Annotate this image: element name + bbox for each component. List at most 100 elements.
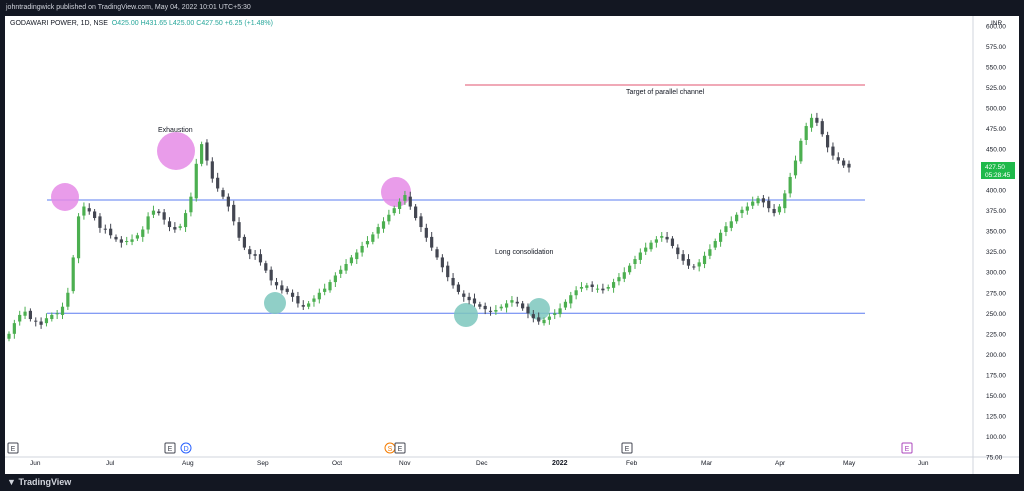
candle — [756, 195, 760, 206]
candle-body — [430, 236, 434, 248]
candle-body — [761, 198, 765, 203]
price-chart[interactable]: 600.00 575.00 550.00 525.00 500.00 475.00 450.… — [5, 16, 1019, 474]
candle — [114, 234, 118, 242]
candle-body — [499, 306, 503, 309]
y-tick-label: 150.00 — [986, 393, 1006, 400]
candle-body — [387, 214, 391, 222]
candle — [777, 204, 782, 215]
candle — [751, 196, 755, 209]
x-tick-label: Oct — [332, 460, 342, 467]
candle — [226, 193, 230, 212]
event-marker-box — [7, 442, 19, 454]
x-tick-label: Mar — [701, 460, 713, 467]
candle-body — [718, 232, 723, 242]
candle-body — [735, 214, 739, 222]
candle — [23, 306, 27, 320]
candle-body — [601, 288, 605, 291]
symbol-legend: GODAWARI POWER, 1D, NSE O425.00 H431.65 … — [10, 20, 273, 27]
candle — [183, 209, 188, 232]
candle — [745, 202, 749, 215]
candle-body — [676, 247, 680, 255]
candle — [333, 272, 337, 288]
candle — [488, 306, 493, 316]
candle — [119, 236, 123, 248]
candle — [237, 217, 241, 242]
candle-body — [253, 254, 257, 256]
candle-body — [740, 209, 744, 214]
candle — [574, 286, 578, 300]
chart-panel[interactable]: 600.00 575.00 550.00 525.00 500.00 475.00 450.… — [5, 16, 1019, 474]
candle-body — [205, 142, 209, 161]
candle-body — [697, 262, 701, 267]
candle — [307, 300, 311, 310]
candle — [167, 217, 172, 232]
candle — [638, 248, 642, 265]
candle-body — [296, 296, 300, 304]
candle — [376, 223, 380, 239]
candle-body — [488, 310, 493, 312]
candle-body — [397, 201, 402, 209]
x-tick-label: Feb — [626, 460, 638, 467]
candle — [831, 142, 835, 160]
candle-body — [558, 308, 562, 315]
candle — [531, 310, 535, 323]
event-marker: S — [384, 442, 396, 454]
event-marker: E — [621, 442, 633, 454]
tradingview-logo[interactable]: ▼ TradingView — [7, 474, 71, 491]
event-marker-box — [180, 442, 192, 454]
candle-body — [585, 285, 589, 288]
event-marker-letter: D — [184, 446, 189, 453]
candle — [718, 229, 723, 247]
event-marker: E — [394, 442, 406, 454]
candle-body — [777, 206, 782, 213]
x-tick-label: 2022 — [552, 460, 568, 467]
last-price-countdown: 05:28:45 — [985, 172, 1011, 179]
candle — [569, 291, 573, 309]
candle — [435, 246, 439, 260]
candle — [601, 283, 605, 294]
y-tick-label: 200.00 — [986, 352, 1006, 359]
footer: ▼ TradingView — [0, 474, 1024, 491]
candle-body — [804, 126, 808, 141]
candle-body — [114, 236, 118, 240]
event-marker: D — [180, 442, 192, 454]
candle-body — [216, 177, 220, 189]
candle-body — [44, 318, 49, 324]
candle-body — [280, 285, 284, 291]
candle-body — [371, 234, 375, 242]
candle — [446, 261, 450, 282]
event-marker-letter: E — [905, 446, 910, 453]
candle-body — [681, 254, 685, 261]
top-highlight-circle — [381, 177, 411, 207]
x-tick-label: Jun — [30, 460, 41, 467]
candle — [381, 217, 386, 233]
candle-body — [617, 277, 621, 282]
candle-body — [381, 221, 386, 229]
candle-body — [788, 176, 792, 194]
candle — [788, 172, 792, 198]
candle-body — [355, 252, 359, 260]
candle — [842, 158, 846, 168]
candle — [783, 190, 787, 214]
candle — [66, 287, 70, 310]
candle — [702, 251, 707, 269]
candle — [809, 113, 814, 132]
candle — [269, 266, 273, 286]
candle — [28, 308, 33, 322]
candle — [178, 223, 182, 231]
candle-body — [836, 157, 840, 161]
candle-body — [317, 292, 321, 300]
candle-body — [408, 196, 412, 207]
candle-body — [50, 314, 54, 320]
candle — [392, 205, 396, 216]
last-price-badge: 427.50 05:28:45 — [981, 162, 1015, 179]
candle — [125, 236, 129, 246]
candle-body — [71, 257, 75, 292]
candle — [12, 319, 16, 339]
candle-body — [660, 236, 664, 238]
candle — [504, 300, 509, 313]
candle-body — [772, 208, 776, 214]
candle-body — [633, 259, 637, 265]
consolidation-label: Long consolidation — [495, 249, 553, 256]
top-highlight-circle — [157, 132, 195, 170]
